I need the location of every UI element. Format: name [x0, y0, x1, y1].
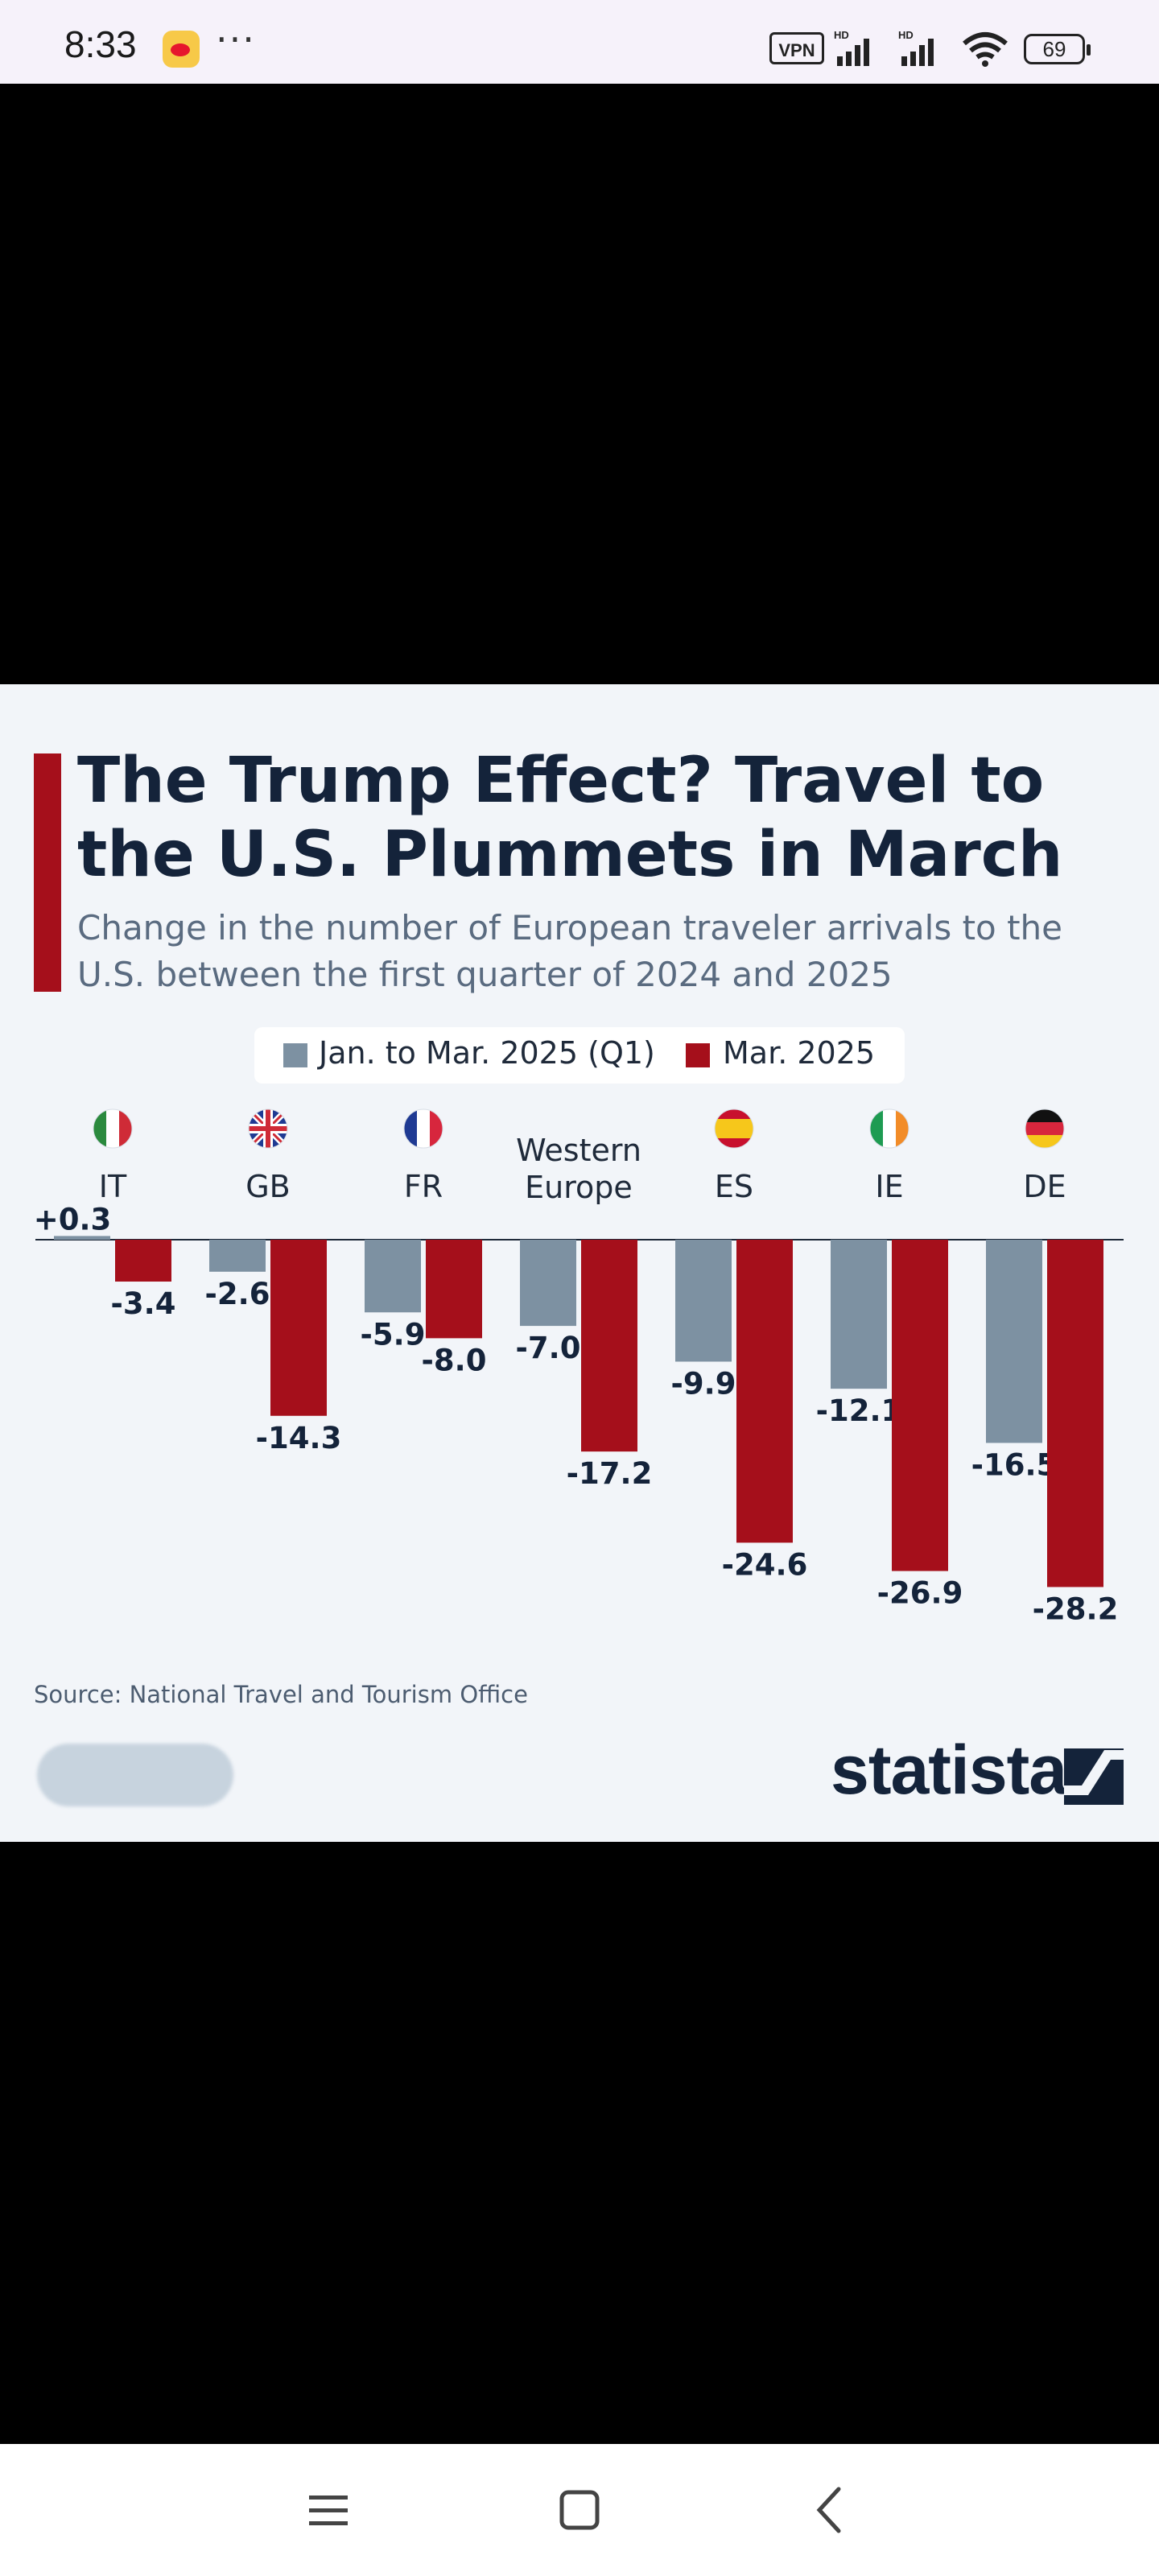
- wifi-icon: [963, 32, 1008, 67]
- bar-q1-fr: [365, 1240, 421, 1313]
- bar-march-de: [1047, 1240, 1103, 1587]
- bar-march-fr: [426, 1240, 482, 1339]
- data-label-q1-western-europe: -7.0: [516, 1331, 581, 1365]
- chart-title: The Trump Effect? Travel to the U.S. Plu…: [77, 745, 1063, 891]
- legend-swatch-march: [686, 1043, 710, 1067]
- bar-q1-ie: [831, 1240, 887, 1389]
- more-notifications-icon: ···: [216, 18, 256, 61]
- back-chevron-icon[interactable]: [798, 2478, 863, 2542]
- data-label-q1-it: +0.3: [34, 1202, 112, 1236]
- data-label-march-de: -28.2: [1033, 1591, 1119, 1626]
- bar-chart: IT+0.3 -3.4 GB -2.6 -14.3 FR -5.9-8.0 Western Eu…: [34, 1108, 1124, 1626]
- bar-march-ie: [892, 1240, 948, 1571]
- category-label-western-europe: Western Europe: [516, 1133, 641, 1205]
- bar-march-western-europe: [581, 1240, 637, 1452]
- data-label-march-it: -3.4: [111, 1286, 176, 1321]
- source-note: Source: National Travel and Tourism Offi…: [34, 1681, 528, 1708]
- france-flag-icon: [403, 1108, 443, 1149]
- data-label-march-gb: -14.3: [256, 1421, 342, 1455]
- bar-q1-gb: [209, 1240, 266, 1272]
- data-label-march-es: -24.6: [722, 1547, 808, 1582]
- status-time: 8:33: [64, 23, 137, 65]
- legend-label-march: Mar. 2025: [723, 1035, 876, 1071]
- data-label-march-ie: -26.9: [877, 1576, 963, 1611]
- bar-q1-western-europe: [520, 1240, 576, 1327]
- ireland-flag-icon: [869, 1108, 909, 1149]
- category-label-fr: FR: [404, 1169, 443, 1204]
- statista-logo-icon: [1064, 1748, 1124, 1805]
- navigation-bar: [0, 2444, 1159, 2576]
- bar-march-es: [736, 1240, 793, 1543]
- legend-swatch-q1: [283, 1043, 307, 1067]
- bar-march-it: [115, 1240, 171, 1282]
- data-label-q1-fr: -5.9: [361, 1317, 426, 1352]
- status-bar: 8:33 ··· VPN HD HD 69: [0, 0, 1159, 84]
- category-label-it: IT: [99, 1169, 127, 1204]
- title-accent-bar: [34, 753, 61, 992]
- data-label-q1-ie: -12.1: [816, 1393, 902, 1428]
- data-label-q1-es: -9.9: [671, 1366, 736, 1401]
- italy-flag-icon: [93, 1108, 133, 1149]
- menu-icon[interactable]: [296, 2478, 361, 2542]
- chart-subtitle: Change in the number of European travele…: [77, 908, 1063, 994]
- blurred-watermark: [37, 1744, 233, 1806]
- svg-text:HD: HD: [834, 29, 849, 41]
- category-label-de: DE: [1023, 1169, 1066, 1204]
- svg-text:HD: HD: [898, 29, 914, 41]
- signal-strength-icon: HD: [834, 29, 869, 66]
- bar-q1-es: [675, 1240, 732, 1362]
- germany-flag-icon: [1025, 1108, 1065, 1149]
- legend-label-q1: Jan. to Mar. 2025 (Q1): [319, 1035, 655, 1071]
- bar-q1-de: [986, 1240, 1042, 1443]
- home-square-icon[interactable]: [547, 2478, 612, 2542]
- bar-q1-it: [54, 1236, 110, 1240]
- weibo-app-icon: [163, 31, 200, 68]
- chart-legend: Jan. to Mar. 2025 (Q1) Mar. 2025: [254, 1027, 905, 1084]
- battery-icon: 69: [1024, 34, 1091, 64]
- spain-flag-icon: [714, 1108, 754, 1149]
- data-label-march-western-europe: -17.2: [567, 1456, 653, 1491]
- data-label-q1-gb: -2.6: [205, 1277, 270, 1311]
- vpn-indicator: VPN: [769, 32, 824, 64]
- data-label-q1-de: -16.5: [971, 1447, 1058, 1482]
- uk-flag-icon: [248, 1108, 288, 1149]
- chart-card: The Trump Effect? Travel to the U.S. Plu…: [0, 684, 1159, 1842]
- category-label-es: ES: [715, 1169, 753, 1204]
- signal-strength-2-icon: HD: [898, 29, 934, 66]
- statista-logo: statista: [831, 1732, 1067, 1809]
- data-label-march-fr: -8.0: [422, 1343, 487, 1377]
- category-label-ie: IE: [875, 1169, 903, 1204]
- category-label-gb: GB: [245, 1169, 291, 1204]
- bar-march-gb: [270, 1240, 327, 1416]
